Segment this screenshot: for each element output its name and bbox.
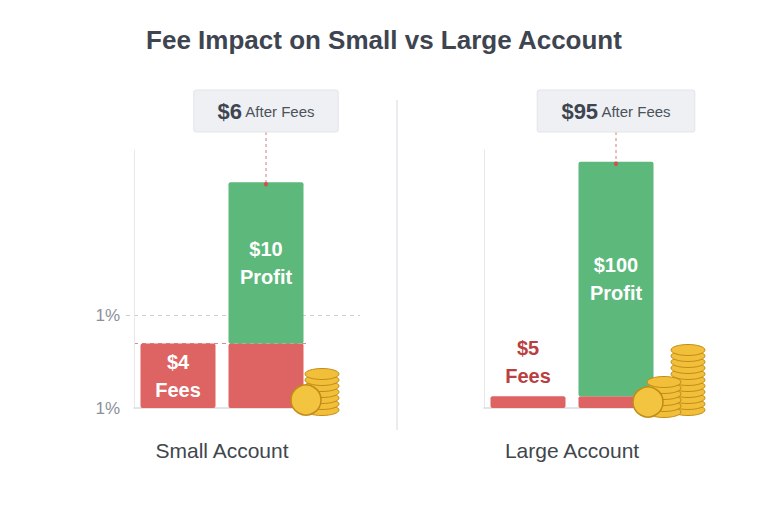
svg-text:$4: $4 bbox=[167, 351, 190, 373]
svg-text:1%: 1% bbox=[95, 399, 120, 418]
svg-text:Fees: Fees bbox=[155, 379, 201, 401]
svg-text:After Fees: After Fees bbox=[245, 103, 314, 120]
svg-text:$10: $10 bbox=[249, 238, 282, 260]
svg-text:After Fees: After Fees bbox=[601, 103, 670, 120]
svg-text:Small Account: Small Account bbox=[155, 439, 288, 462]
svg-text:Profit: Profit bbox=[590, 282, 643, 304]
svg-text:Fee Impact on Small vs Large A: Fee Impact on Small vs Large Account bbox=[146, 25, 622, 55]
svg-text:Profit: Profit bbox=[240, 266, 293, 288]
svg-text:Large Account: Large Account bbox=[505, 439, 639, 462]
svg-text:$5: $5 bbox=[517, 337, 539, 359]
svg-text:1%: 1% bbox=[95, 306, 120, 325]
svg-text:Fees: Fees bbox=[505, 365, 551, 387]
svg-text:$95: $95 bbox=[561, 99, 598, 124]
svg-text:$100: $100 bbox=[594, 254, 639, 276]
svg-text:$6: $6 bbox=[217, 99, 241, 124]
